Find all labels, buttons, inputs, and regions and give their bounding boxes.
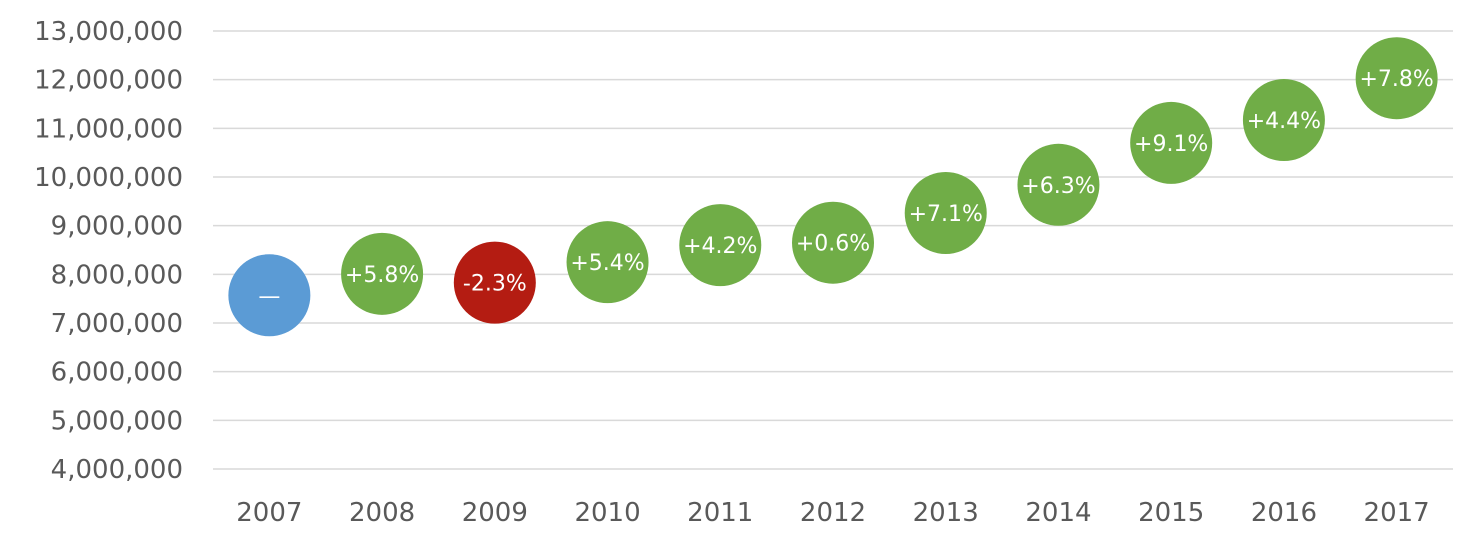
y-tick-label: 4,000,000: [51, 455, 183, 485]
x-tick-label: 2010: [574, 498, 640, 528]
data-point-2017: [1355, 37, 1438, 120]
x-tick-label: 2008: [349, 498, 415, 528]
y-tick-label: 5,000,000: [51, 406, 183, 436]
data-point-2007: [228, 254, 311, 337]
data-points: — +5.8% -2.3% +5.4% +4.2% +0.6% +7.1% +6.3% +9.1…: [228, 37, 1438, 337]
data-label-2009: -2.3%: [463, 272, 527, 297]
data-label-2008: +5.8%: [345, 263, 419, 288]
x-tick-label: 2014: [1025, 498, 1091, 528]
data-label-2013: +7.1%: [909, 202, 983, 227]
data-label-2007: —: [258, 284, 280, 309]
data-point-2013: [904, 172, 987, 255]
x-tick-label: 2007: [236, 498, 302, 528]
x-axis-labels: 2007 2008 2009 2010 2011 2012 2013 2014 2015 2016…: [236, 498, 1429, 528]
x-tick-label: 2017: [1364, 498, 1430, 528]
data-point-2014: [1017, 143, 1100, 226]
data-point-2009: [453, 241, 536, 324]
y-tick-label: 11,000,000: [34, 114, 183, 144]
data-point-2012: [792, 201, 874, 284]
y-tick-label: 7,000,000: [51, 309, 183, 339]
y-tick-label: 6,000,000: [51, 358, 183, 388]
y-axis-labels: 4,000,000 5,000,000 6,000,000 7,000,000 8,00…: [34, 17, 183, 485]
data-point-2010: [566, 221, 649, 304]
data-point-2015: [1130, 101, 1213, 184]
data-label-2012: +0.6%: [796, 232, 870, 257]
y-tick-label: 12,000,000: [34, 66, 183, 96]
data-point-2011: [679, 204, 762, 287]
x-tick-label: 2011: [687, 498, 753, 528]
data-label-2016: +4.4%: [1247, 109, 1321, 134]
x-tick-label: 2016: [1251, 498, 1317, 528]
x-tick-label: 2009: [462, 498, 528, 528]
data-point-2016: [1242, 79, 1325, 162]
data-label-2014: +6.3%: [1021, 174, 1095, 199]
data-label-2015: +9.1%: [1134, 132, 1208, 157]
x-tick-label: 2012: [800, 498, 866, 528]
x-tick-label: 2013: [913, 498, 979, 528]
data-point-2008: [341, 232, 424, 315]
y-tick-label: 8,000,000: [51, 260, 183, 290]
y-tick-label: 9,000,000: [51, 212, 183, 242]
x-tick-label: 2015: [1138, 498, 1204, 528]
y-tick-label: 10,000,000: [34, 163, 183, 193]
data-label-2010: +5.4%: [570, 251, 644, 276]
data-label-2011: +4.2%: [683, 234, 757, 259]
data-label-2017: +7.8%: [1359, 67, 1433, 92]
y-tick-label: 13,000,000: [34, 17, 183, 47]
